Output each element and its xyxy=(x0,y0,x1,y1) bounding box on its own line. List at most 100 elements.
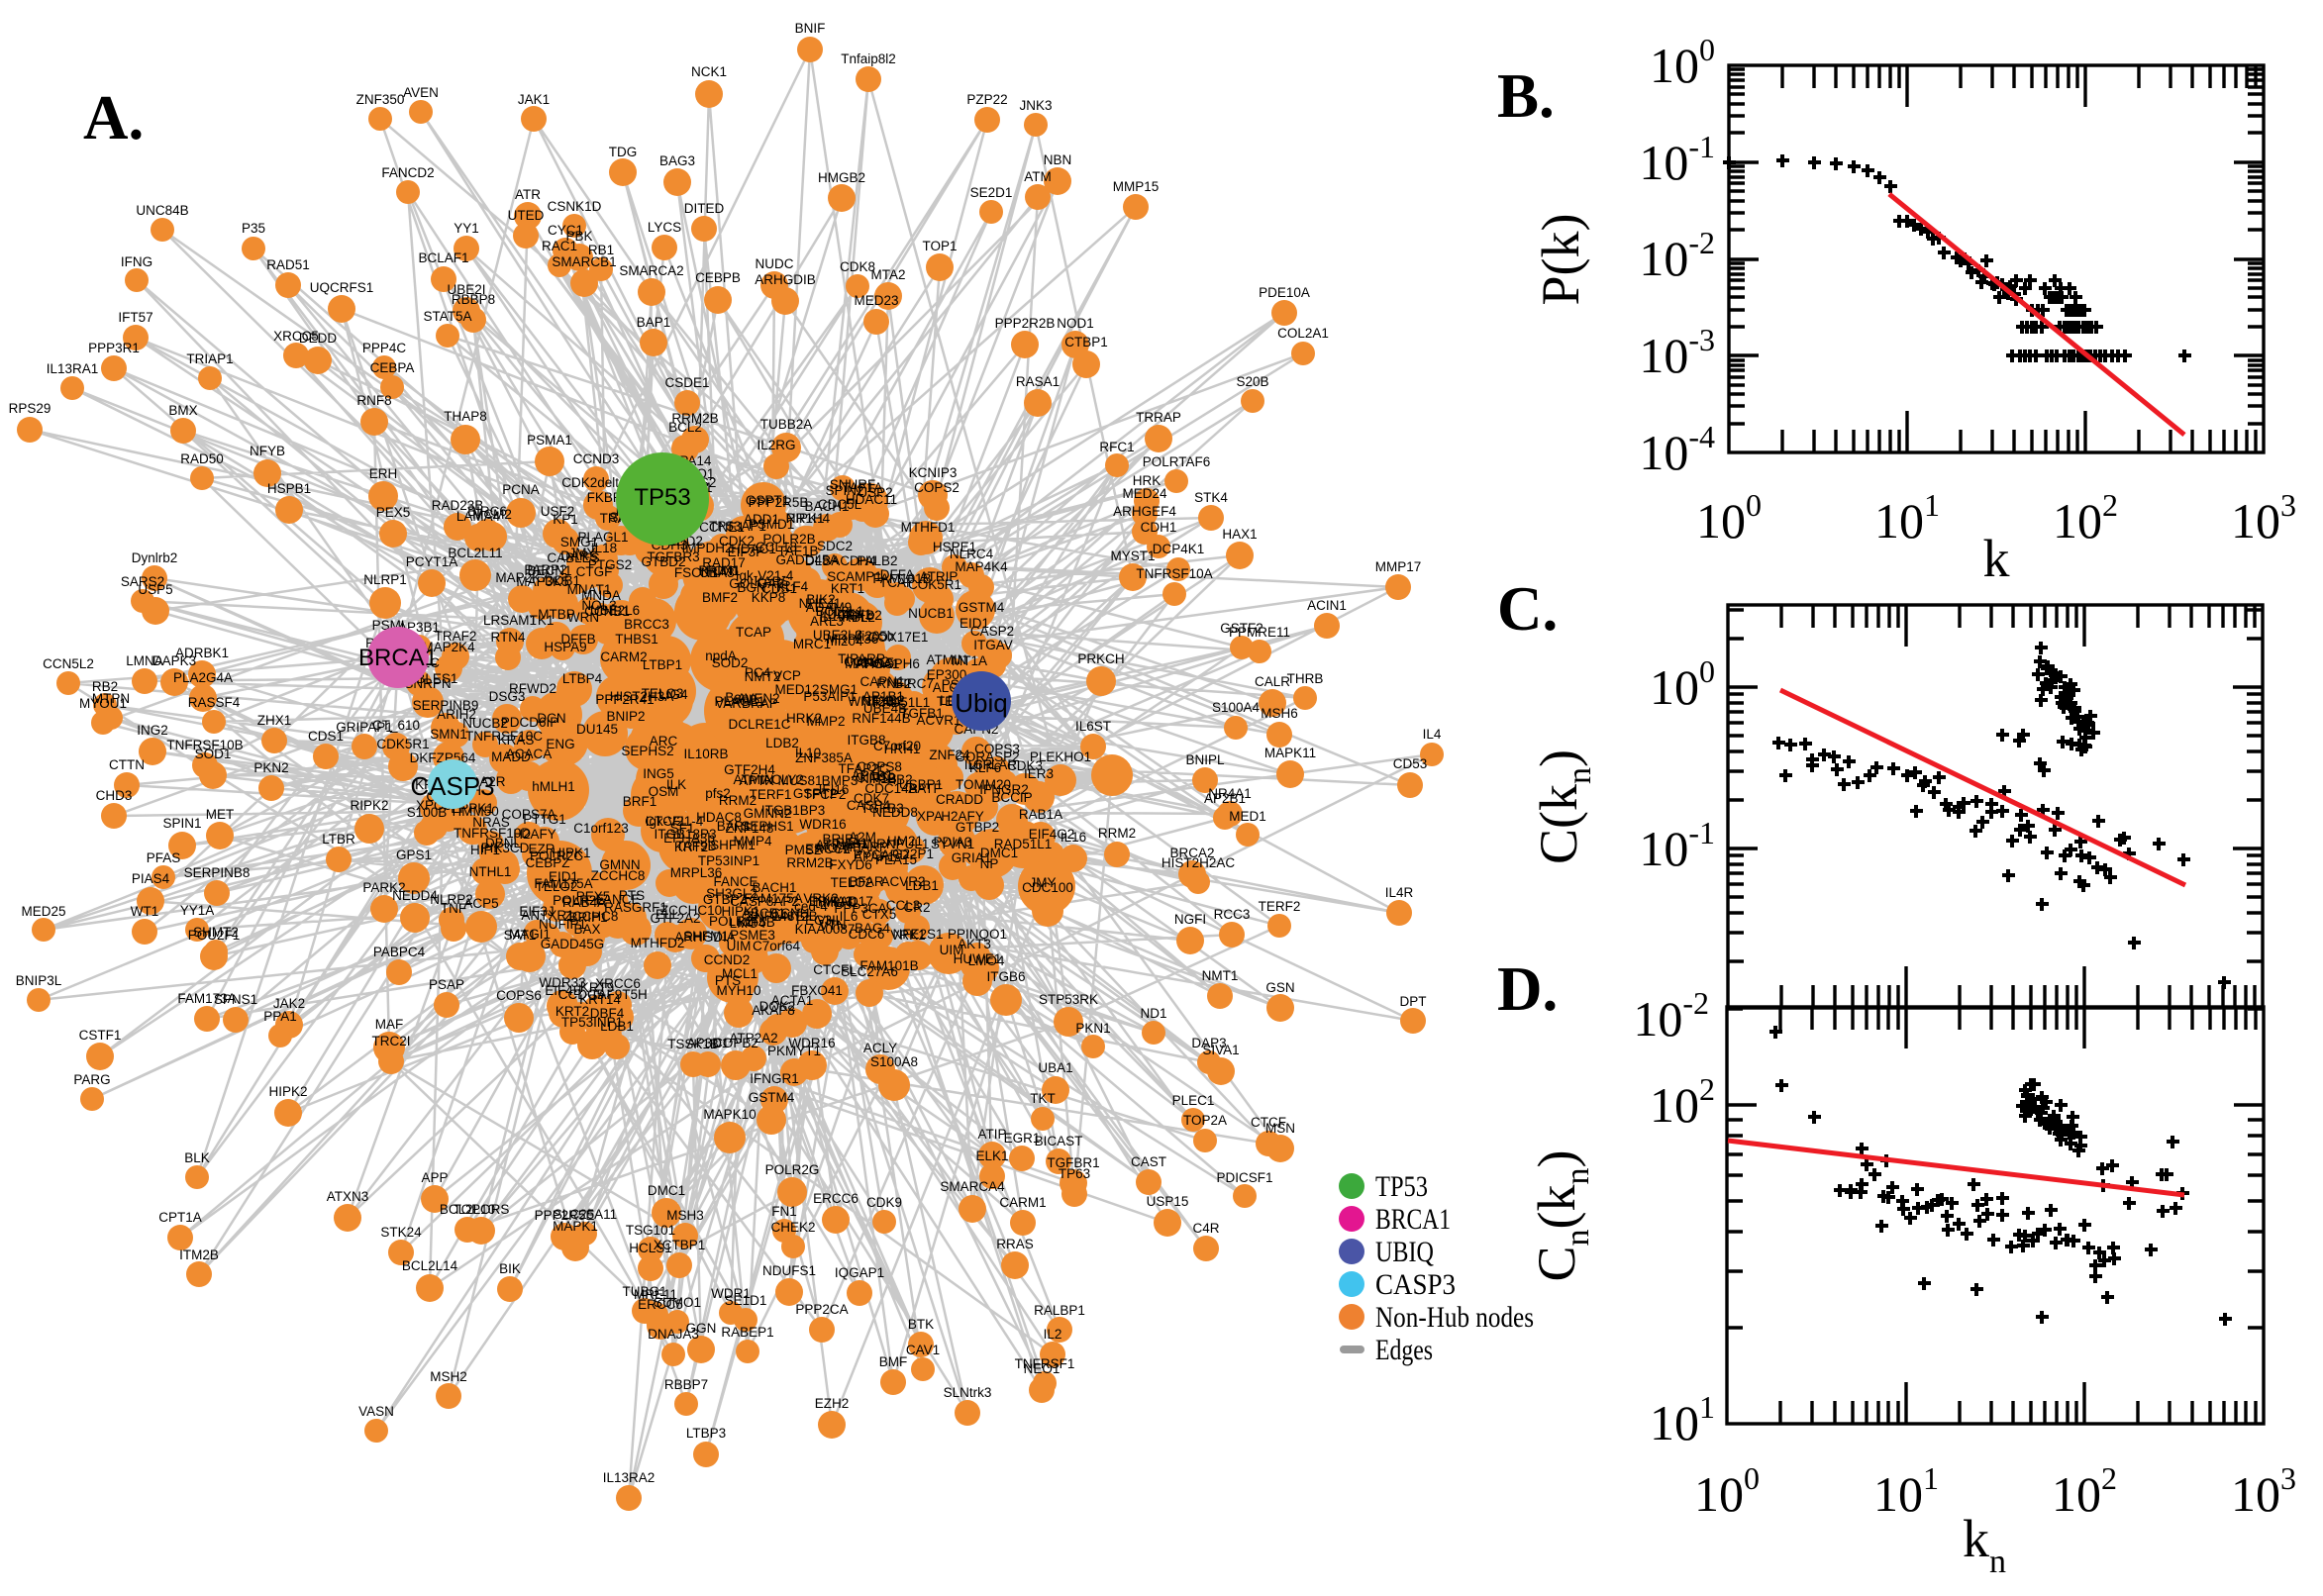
svg-text:CTCFL: CTCFL xyxy=(645,814,688,829)
svg-text:EID1: EID1 xyxy=(960,616,989,631)
svg-text:MRC1: MRC1 xyxy=(793,637,831,651)
svg-text:NLRC4: NLRC4 xyxy=(950,547,994,561)
svg-text:GTBD2: GTBD2 xyxy=(641,554,685,569)
svg-text:RPS29: RPS29 xyxy=(9,401,51,416)
svg-text:AP1B1: AP1B1 xyxy=(852,768,893,783)
svg-text:NUCB2: NUCB2 xyxy=(462,716,508,731)
svg-text:PDE10A: PDE10A xyxy=(1259,285,1310,300)
svg-text:HUWE1: HUWE1 xyxy=(954,951,1002,966)
svg-text:ELK1: ELK1 xyxy=(975,1148,1008,1163)
svg-text:PPP3R1: PPP3R1 xyxy=(88,341,140,355)
svg-text:APOA1: APOA1 xyxy=(855,656,899,671)
svg-text:CD53: CD53 xyxy=(1393,756,1428,771)
svg-text:EPHA3b: EPHA3b xyxy=(663,831,715,846)
svg-text:SEPHS1: SEPHS1 xyxy=(741,819,793,834)
svg-text:MAP3K5: MAP3K5 xyxy=(516,574,568,589)
svg-text:PARG: PARG xyxy=(73,1072,110,1087)
svg-text:CABLES: CABLES xyxy=(547,550,599,565)
svg-text:THBS1: THBS1 xyxy=(615,632,658,647)
svg-text:MED1: MED1 xyxy=(1229,809,1266,824)
svg-text:MNAT1: MNAT1 xyxy=(567,582,612,597)
svg-text:FAM173A: FAM173A xyxy=(177,991,236,1006)
svg-text:MAP2K7: MAP2K7 xyxy=(495,570,548,585)
svg-text:PALB2: PALB2 xyxy=(857,553,897,568)
svg-text:MAPK11: MAPK11 xyxy=(1264,746,1316,760)
svg-text:YY1: YY1 xyxy=(454,221,479,236)
svg-text:OSM: OSM xyxy=(649,784,679,799)
svg-text:CCL18: CCL18 xyxy=(756,540,797,554)
svg-text:SF1: SF1 xyxy=(670,821,695,836)
svg-text:MAPK1: MAPK1 xyxy=(553,1219,598,1234)
svg-text:ARC: ARC xyxy=(650,734,678,748)
svg-text:KLF4: KLF4 xyxy=(776,579,809,594)
svg-text:MCL1: MCL1 xyxy=(722,966,758,981)
svg-text:DNAJA3: DNAJA3 xyxy=(648,1327,699,1342)
svg-text:CHD3: CHD3 xyxy=(96,788,133,803)
svg-text:LTBP4: LTBP4 xyxy=(562,671,603,686)
svg-text:ELL: ELL xyxy=(656,907,680,922)
svg-text:RB1: RB1 xyxy=(588,243,614,257)
svg-text:LMO4: LMO4 xyxy=(968,953,1005,968)
svg-text:DMC1: DMC1 xyxy=(980,846,1018,860)
svg-text:Dynlrb2: Dynlrb2 xyxy=(132,550,178,565)
svg-text:DBF4: DBF4 xyxy=(590,1006,625,1021)
svg-text:VRK1: VRK1 xyxy=(890,928,925,943)
svg-text:GRIA1: GRIA1 xyxy=(952,850,992,865)
svg-text:CAV1: CAV1 xyxy=(906,1343,940,1357)
svg-text:DLBACDH4: DLBACDH4 xyxy=(805,553,877,568)
svg-text:WDR33: WDR33 xyxy=(539,975,585,990)
svg-text:DSG3: DSG3 xyxy=(489,689,526,704)
svg-text:ERCC2: ERCC2 xyxy=(805,842,851,856)
svg-text:G22P1: G22P1 xyxy=(892,847,934,861)
svg-text:RNF8: RNF8 xyxy=(356,393,391,408)
svg-text:DAPK3: DAPK3 xyxy=(152,653,196,668)
svg-text:GSPT2: GSPT2 xyxy=(793,786,837,801)
svg-text:Ifi205b: Ifi205b xyxy=(855,629,895,644)
svg-text:ZNF385A: ZNF385A xyxy=(795,750,853,765)
svg-text:GPS1: GPS1 xyxy=(396,848,432,862)
svg-text:MTHFD1: MTHFD1 xyxy=(901,520,956,535)
svg-text:C.: C. xyxy=(1497,574,1558,644)
svg-text:FAM175A: FAM175A xyxy=(744,891,802,906)
svg-text:TFAP2C: TFAP2C xyxy=(838,761,888,776)
svg-text:COPS3: COPS3 xyxy=(974,742,1020,756)
svg-text:BFAR: BFAR xyxy=(849,874,884,889)
svg-text:ITGB6: ITGB6 xyxy=(986,969,1025,984)
svg-text:IFT57: IFT57 xyxy=(118,310,152,325)
svg-text:AATF: AATF xyxy=(908,781,942,796)
svg-text:TOP2A: TOP2A xyxy=(1183,1113,1227,1128)
svg-text:SMG1: SMG1 xyxy=(820,682,858,697)
svg-text:ACVR1: ACVR1 xyxy=(916,713,960,728)
svg-text:COPS6: COPS6 xyxy=(496,988,542,1003)
svg-text:STAT5A: STAT5A xyxy=(423,309,471,324)
svg-text:ADRBK1: ADRBK1 xyxy=(175,646,229,660)
svg-text:PTS: PTS xyxy=(715,973,741,988)
svg-text:RFWD2: RFWD2 xyxy=(509,681,556,696)
svg-text:TUBG1: TUBG1 xyxy=(622,1284,666,1299)
svg-text:HSPA9: HSPA9 xyxy=(544,640,586,654)
svg-text:102: 102 xyxy=(2052,1460,2117,1522)
svg-text:PEX5: PEX5 xyxy=(576,889,611,904)
svg-text:GSTM4: GSTM4 xyxy=(749,1090,795,1105)
svg-text:PSME3: PSME3 xyxy=(730,928,775,943)
svg-text:10-1: 10-1 xyxy=(1639,815,1715,876)
svg-text:CASP4: CASP4 xyxy=(847,798,891,813)
svg-text:TRIAP1: TRIAP1 xyxy=(186,351,233,366)
svg-text:ITGAV: ITGAV xyxy=(973,638,1013,652)
svg-text:PPP2R2B: PPP2R2B xyxy=(995,316,1056,331)
svg-text:RRM2: RRM2 xyxy=(719,793,757,808)
svg-text:IL6ST: IL6ST xyxy=(1075,719,1111,734)
svg-text:P53AIP1: P53AIP1 xyxy=(803,689,856,704)
svg-text:CFLAR: CFLAR xyxy=(973,757,1018,772)
svg-text:RTN4: RTN4 xyxy=(490,630,526,645)
svg-text:TAF9B: TAF9B xyxy=(675,839,716,853)
svg-text:PARP2: PARP2 xyxy=(524,562,566,577)
svg-text:PARK2: PARK2 xyxy=(362,880,405,895)
svg-text:PPP3CA: PPP3CA xyxy=(834,901,886,916)
svg-text:ZCCHC10: ZCCHC10 xyxy=(660,903,722,918)
svg-text:TOPORS: TOPORS xyxy=(454,1202,510,1217)
svg-text:CSTF1: CSTF1 xyxy=(79,1028,122,1043)
svg-text:SMARCA2: SMARCA2 xyxy=(619,263,683,278)
svg-text:RRAS: RRAS xyxy=(996,1237,1034,1251)
svg-text:PEG3: PEG3 xyxy=(796,913,832,928)
